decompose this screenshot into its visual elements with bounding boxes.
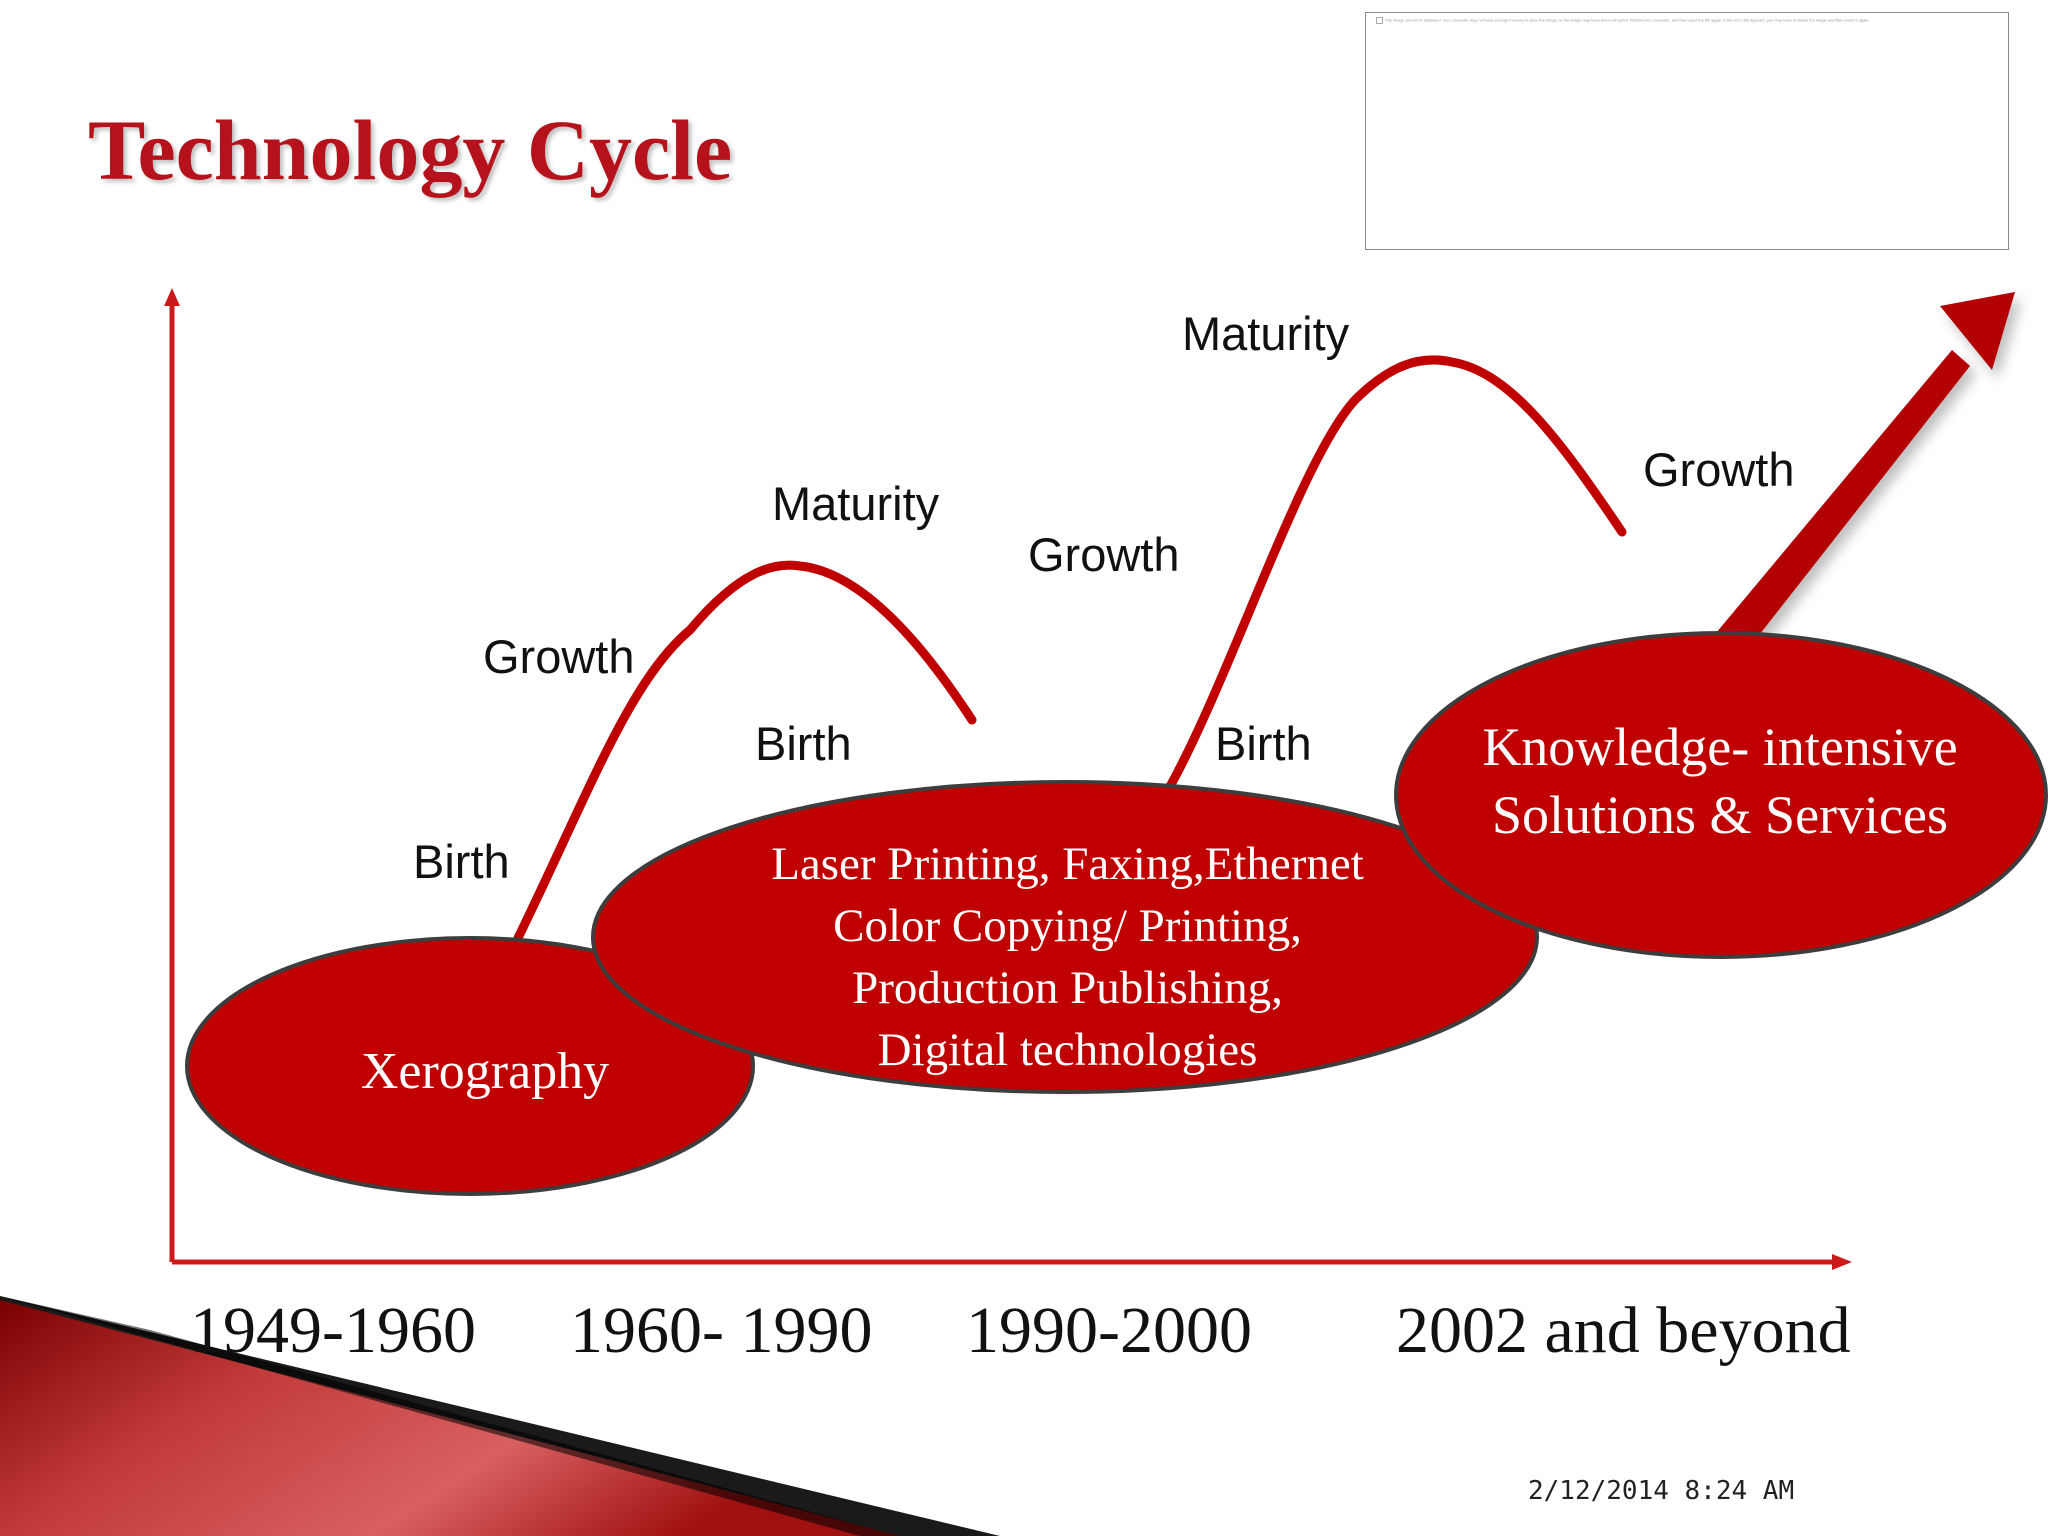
xerography-bubble [185, 936, 755, 1196]
placeholder-message-text: The image cannot be displayed. Your comp… [1385, 17, 1870, 23]
label-maturity-2: Maturity [1182, 307, 1350, 360]
slide-title: Technology Cycle [88, 102, 733, 198]
broken-image-icon [1376, 17, 1383, 24]
laser-line-1: Laser Printing, Faxing,Ethernet [771, 838, 1364, 890]
label-birth-2: Birth [755, 717, 852, 770]
period-label-1: 1949-1960 [190, 1294, 476, 1367]
knowledge-text: Knowledge- intensive Solutions & Service… [1420, 713, 2020, 849]
laser-printing-text: Laser Printing, Faxing,Ethernet Color Co… [700, 833, 1435, 1081]
x-axis-arrow-icon [1832, 1254, 1852, 1270]
placeholder-message: The image cannot be displayed. Your comp… [1376, 17, 2002, 24]
y-axis-arrow-icon [164, 288, 180, 306]
image-placeholder: The image cannot be displayed. Your comp… [1365, 12, 2009, 250]
date-time-stamp: 2/12/2014 8:24 AM [1528, 1476, 1795, 1506]
knowledge-line-2: Solutions & Services [1492, 785, 1948, 845]
growth-arrow [1706, 292, 2015, 662]
period-label-4: 2002 and beyond [1396, 1294, 1851, 1367]
cycle-curve-1 [513, 560, 977, 943]
label-growth-2: Growth [1028, 528, 1180, 581]
knowledge-bubble [1394, 631, 2048, 959]
label-growth-3: Growth [1643, 443, 1795, 496]
corner-decoration [0, 1296, 1000, 1536]
label-birth-1: Birth [413, 835, 510, 888]
laser-printing-bubble [591, 780, 1539, 1094]
label-maturity-1: Maturity [772, 477, 940, 530]
laser-line-3: Production Publishing, [852, 962, 1283, 1014]
knowledge-line-1: Knowledge- intensive [1482, 717, 1958, 777]
period-label-3: 1990-2000 [966, 1294, 1252, 1367]
label-growth-1: Growth [483, 630, 635, 683]
period-label-2: 1960- 1990 [570, 1294, 873, 1367]
xerography-text: Xerography [360, 1043, 610, 1100]
cycle-curve-2 [1163, 355, 1627, 795]
label-birth-3: Birth [1215, 717, 1312, 770]
axes [164, 288, 1852, 1270]
laser-line-2: Color Copying/ Printing, [833, 900, 1302, 952]
laser-line-4: Digital technologies [877, 1024, 1258, 1076]
